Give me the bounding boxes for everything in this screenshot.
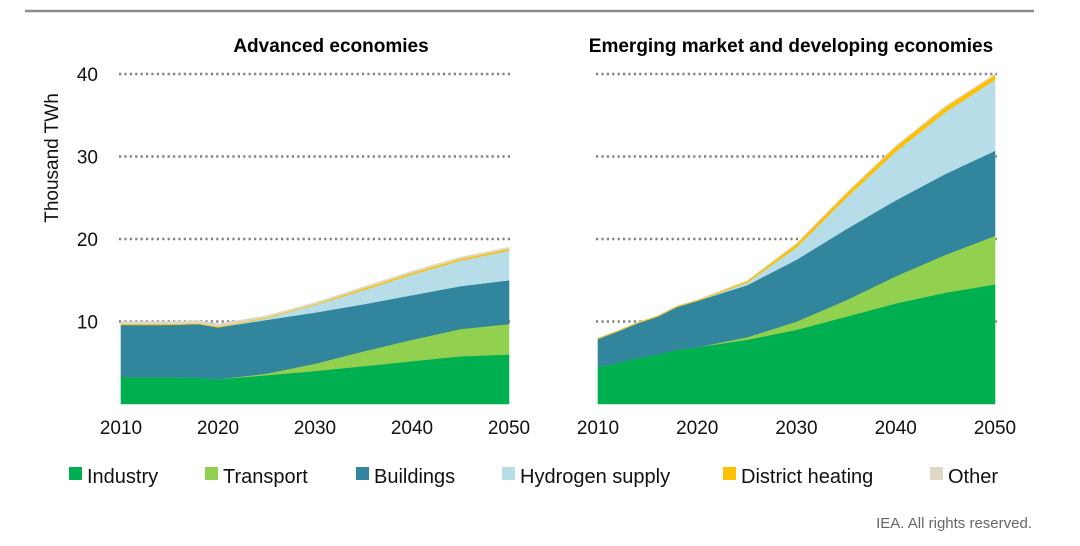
x-tick-labels: 2010 2020 2030 2040 2050 xyxy=(577,418,1016,439)
legend-label: Hydrogen supply xyxy=(520,466,670,488)
x-tick-2030: 2030 xyxy=(294,418,336,439)
stacked-areas xyxy=(120,246,510,405)
credit-text: IEA. All rights reserved. xyxy=(876,515,1032,532)
legend-item-hydrogen-supply: Hydrogen supply xyxy=(502,466,670,488)
legend-label: Transport xyxy=(223,466,308,488)
legend-swatch xyxy=(205,467,218,480)
legend-swatch xyxy=(723,467,736,480)
x-tick-2010: 2010 xyxy=(577,418,619,439)
y-tick-20: 20 xyxy=(77,230,98,251)
legend-item-district-heating: District heating xyxy=(723,466,873,488)
legend-label: Other xyxy=(948,466,998,488)
x-tick-2040: 2040 xyxy=(875,418,917,439)
legend-item-industry: Industry xyxy=(69,466,158,488)
y-tick-30: 30 xyxy=(77,148,98,169)
legend-item-other: Other xyxy=(930,466,998,488)
stacked-areas xyxy=(597,73,996,405)
legend-item-buildings: Buildings xyxy=(356,466,455,488)
legend-swatch xyxy=(502,467,515,480)
y-tick-labels: 10 20 30 40 xyxy=(77,65,98,334)
legend-item-transport: Transport xyxy=(205,466,308,488)
legend: Industry Transport Buildings Hydrogen suppl… xyxy=(69,466,998,488)
x-tick-2030: 2030 xyxy=(775,418,817,439)
chart-title: Emerging market and developing economies xyxy=(589,36,993,57)
legend-swatch xyxy=(69,467,82,480)
x-tick-2010: 2010 xyxy=(100,418,142,439)
area-other xyxy=(597,73,996,339)
legend-label: Industry xyxy=(87,466,158,488)
y-tick-10: 10 xyxy=(77,313,98,334)
x-tick-2020: 2020 xyxy=(197,418,239,439)
x-tick-2050: 2050 xyxy=(974,418,1016,439)
area-other xyxy=(120,246,510,327)
x-tick-2050: 2050 xyxy=(488,418,530,439)
legend-label: Buildings xyxy=(374,466,455,488)
legend-swatch xyxy=(356,467,369,480)
x-tick-2020: 2020 xyxy=(676,418,718,439)
chart-panel-emerging-economies: Emerging market and developing economies… xyxy=(577,36,1016,439)
legend-label: District heating xyxy=(741,466,873,488)
chart-panel-advanced-economies: Advanced economies Thousand TWh 10203040… xyxy=(42,36,530,439)
y-tick-40: 40 xyxy=(77,65,98,86)
y-axis-label: Thousand TWh xyxy=(42,93,63,223)
x-tick-labels: 2010 2020 2030 2040 2050 xyxy=(100,418,530,439)
chart-title: Advanced economies xyxy=(233,36,428,57)
x-tick-2040: 2040 xyxy=(391,418,433,439)
legend-swatch xyxy=(930,467,943,480)
